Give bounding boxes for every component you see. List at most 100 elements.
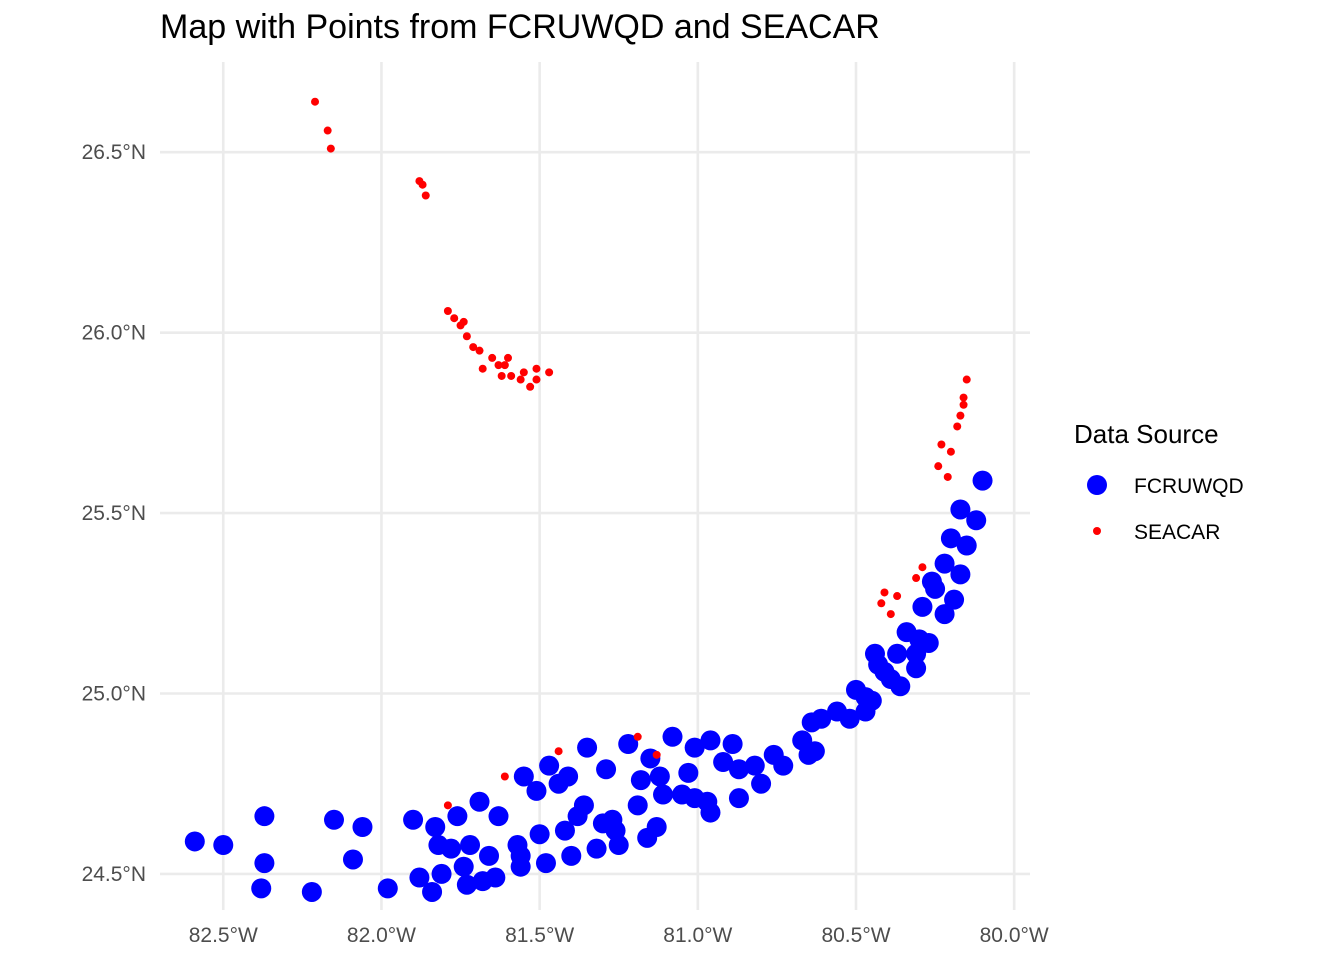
series-fcruwqd	[184, 470, 993, 902]
data-point-fcruwqd	[751, 773, 772, 794]
data-point-fcruwqd	[447, 806, 468, 827]
data-point-fcruwqd	[558, 766, 579, 787]
data-point-fcruwqd	[403, 809, 424, 830]
data-point-fcruwqd	[950, 564, 971, 585]
data-point-fcruwqd	[184, 831, 205, 852]
data-point-fcruwqd	[811, 708, 832, 729]
data-point-fcruwqd	[479, 845, 500, 866]
data-point-seacar	[532, 364, 541, 373]
y-tick-label: 26.5°N	[82, 141, 146, 164]
data-point-fcruwqd	[630, 770, 651, 791]
x-tick-label: 82.0°W	[347, 924, 416, 947]
data-point-fcruwqd	[251, 878, 272, 899]
data-points	[184, 97, 993, 902]
data-point-seacar	[421, 191, 430, 200]
data-point-fcruwqd	[342, 849, 363, 870]
data-point-seacar	[946, 447, 955, 456]
data-point-seacar	[494, 361, 503, 370]
data-point-seacar	[934, 462, 943, 471]
data-point-fcruwqd	[596, 759, 617, 780]
data-point-fcruwqd	[700, 730, 721, 751]
data-point-seacar	[311, 97, 320, 106]
data-point-fcruwqd	[804, 741, 825, 762]
data-point-fcruwqd	[861, 690, 882, 711]
x-tick-label: 80.0°W	[980, 924, 1049, 947]
data-point-seacar	[504, 353, 512, 362]
data-point-fcruwqd	[906, 658, 927, 679]
data-point-fcruwqd	[488, 806, 509, 827]
data-point-fcruwqd	[744, 755, 765, 776]
data-point-fcruwqd	[460, 835, 481, 856]
data-point-seacar	[633, 732, 642, 741]
data-point-fcruwqd	[431, 863, 452, 884]
data-point-seacar	[478, 364, 487, 373]
data-point-fcruwqd	[925, 578, 946, 599]
data-point-seacar	[469, 343, 478, 352]
data-point-fcruwqd	[539, 755, 560, 776]
data-point-seacar	[497, 371, 506, 380]
data-point-fcruwqd	[453, 856, 474, 877]
data-point-seacar	[886, 610, 895, 619]
data-point-seacar	[943, 472, 952, 481]
gridlines	[160, 62, 1030, 910]
data-point-seacar	[516, 375, 525, 384]
data-point-fcruwqd	[441, 838, 462, 859]
data-point-seacar	[893, 592, 902, 601]
data-point-fcruwqd	[456, 874, 477, 895]
data-point-fcruwqd	[573, 795, 594, 816]
data-point-fcruwqd	[618, 734, 639, 755]
data-point-fcruwqd	[510, 856, 531, 877]
data-point-fcruwqd	[561, 845, 582, 866]
series-seacar	[311, 97, 971, 810]
data-point-fcruwqd	[608, 835, 629, 856]
data-point-fcruwqd	[728, 788, 749, 809]
data-point-fcruwqd	[529, 824, 550, 845]
data-point-fcruwqd	[526, 780, 547, 801]
y-tick-label: 24.5°N	[82, 863, 146, 886]
data-point-fcruwqd	[213, 835, 234, 856]
data-point-fcruwqd	[554, 820, 575, 841]
data-point-fcruwqd	[649, 766, 670, 787]
data-point-fcruwqd	[678, 762, 699, 783]
data-point-fcruwqd	[377, 878, 398, 899]
data-point-seacar	[918, 563, 927, 572]
data-point-fcruwqd	[956, 535, 977, 556]
data-point-fcruwqd	[684, 737, 705, 758]
data-point-fcruwqd	[950, 499, 971, 520]
data-point-seacar	[500, 772, 509, 781]
data-point-fcruwqd	[469, 791, 490, 812]
data-point-seacar	[912, 574, 921, 583]
data-point-fcruwqd	[773, 755, 794, 776]
data-point-fcruwqd	[966, 510, 987, 531]
data-point-fcruwqd	[425, 817, 446, 838]
data-point-seacar	[959, 393, 968, 402]
data-point-fcruwqd	[918, 632, 939, 653]
data-point-fcruwqd	[934, 553, 955, 574]
data-point-seacar	[937, 440, 946, 449]
y-tick-label: 26.0°N	[82, 322, 146, 345]
data-point-seacar	[488, 353, 497, 362]
data-point-fcruwqd	[324, 809, 344, 830]
data-point-fcruwqd	[972, 470, 993, 491]
x-tick-label: 81.5°W	[505, 924, 574, 947]
data-point-seacar	[959, 400, 968, 409]
data-point-fcruwqd	[485, 867, 506, 888]
data-point-fcruwqd	[586, 838, 607, 859]
x-tick-label: 81.0°W	[663, 924, 732, 947]
chart-title: Map with Points from FCRUWQD and SEACAR	[160, 8, 880, 46]
data-point-fcruwqd	[912, 596, 933, 617]
data-point-fcruwqd	[254, 806, 275, 827]
data-point-fcruwqd	[352, 817, 373, 838]
data-point-seacar	[450, 314, 459, 323]
data-point-seacar	[652, 750, 661, 759]
data-point-fcruwqd	[513, 766, 534, 787]
data-point-fcruwqd	[890, 676, 911, 697]
legend-label: FCRUWQD	[1134, 475, 1244, 498]
data-point-fcruwqd	[940, 528, 961, 549]
data-point-fcruwqd	[728, 759, 749, 780]
data-point-fcruwqd	[700, 802, 721, 823]
legend-title: Data Source	[1074, 419, 1219, 449]
data-point-fcruwqd	[409, 867, 430, 888]
legend-key-seacar	[1093, 527, 1101, 535]
